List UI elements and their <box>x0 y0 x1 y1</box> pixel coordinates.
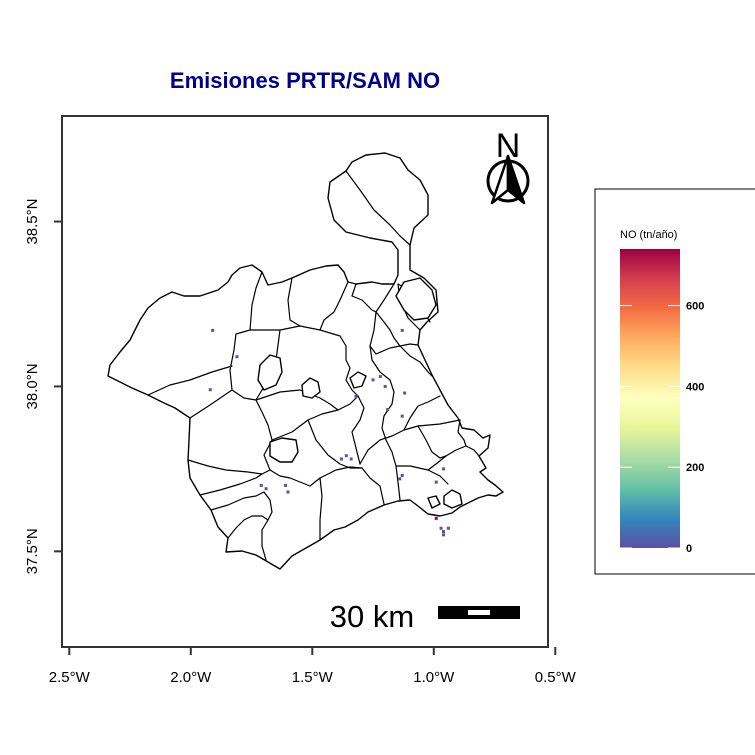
emission-point <box>284 483 288 487</box>
emission-point <box>400 328 404 332</box>
emission-point <box>439 526 443 530</box>
emission-point <box>434 516 438 520</box>
emission-point <box>211 328 215 332</box>
emission-point <box>386 408 390 412</box>
legend-tick-label: 400 <box>686 381 704 393</box>
legend-ticks: 0 200 400 600 <box>620 301 704 555</box>
compass-right-half-icon <box>506 154 526 205</box>
x-tick-label: 0.5°W <box>535 669 577 686</box>
y-tick-label: 37.5°N <box>24 528 41 574</box>
emission-point <box>371 378 375 382</box>
emission-point <box>259 483 263 487</box>
legend-tick-label: 600 <box>686 301 704 313</box>
emission-point <box>378 375 382 379</box>
emission-point <box>442 530 446 534</box>
emission-point <box>235 355 239 359</box>
emission-point <box>354 394 358 398</box>
x-tick-label: 2.0°W <box>170 669 212 686</box>
legend-tick-label: 200 <box>686 462 704 474</box>
y-tick-label: 38.0°N <box>24 363 41 409</box>
emission-point <box>434 480 438 484</box>
emission-point <box>442 533 446 537</box>
emission-point <box>398 477 402 481</box>
x-tick-label: 1.0°W <box>413 669 455 686</box>
emission-point <box>400 414 404 418</box>
emission-point <box>383 384 387 388</box>
emission-point <box>403 391 407 395</box>
scale-bar-segment <box>468 610 490 615</box>
emission-point <box>446 526 450 530</box>
x-tick-label: 2.5°W <box>49 669 91 686</box>
emission-points <box>208 328 450 537</box>
legend: NO (tn/año) 0 200 400 600 <box>594 188 755 575</box>
emission-point <box>264 487 268 491</box>
scale-bar: 30 km <box>330 599 520 634</box>
emission-point <box>349 457 353 461</box>
x-tick-label: 1.5°W <box>292 669 334 686</box>
emission-point <box>208 388 212 392</box>
emission-point <box>344 454 348 458</box>
map-title: Emisiones PRTR/SAM NO <box>170 68 440 93</box>
axes: 2.5°W 2.0°W 1.5°W 1.0°W 0.5°W 37.5°N 38.0°N 38.… <box>24 199 577 686</box>
emission-point <box>339 457 343 461</box>
legend-colorbar <box>620 249 680 548</box>
emission-point <box>286 490 290 494</box>
north-arrow: N <box>486 127 530 205</box>
legend-tick-label: 0 <box>686 543 692 555</box>
map-panel: N 30 km <box>61 115 549 648</box>
y-tick-label: 38.5°N <box>24 199 41 245</box>
emission-point <box>400 473 404 477</box>
legend-title: NO (tn/año) <box>620 229 677 241</box>
scale-bar-label: 30 km <box>330 599 414 634</box>
enclaves <box>257 277 463 509</box>
emission-point <box>442 467 446 471</box>
